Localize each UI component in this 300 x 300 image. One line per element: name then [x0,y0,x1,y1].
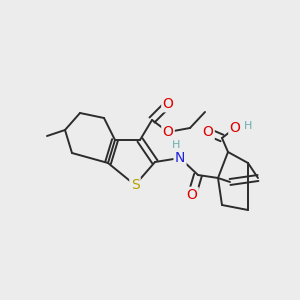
Text: H: H [172,140,180,150]
Text: N: N [175,151,185,165]
Text: O: O [230,121,240,135]
Text: O: O [163,97,173,111]
Text: O: O [202,125,213,139]
Text: O: O [163,125,173,139]
Text: S: S [130,178,140,192]
Text: O: O [187,188,197,202]
Text: H: H [244,121,252,131]
